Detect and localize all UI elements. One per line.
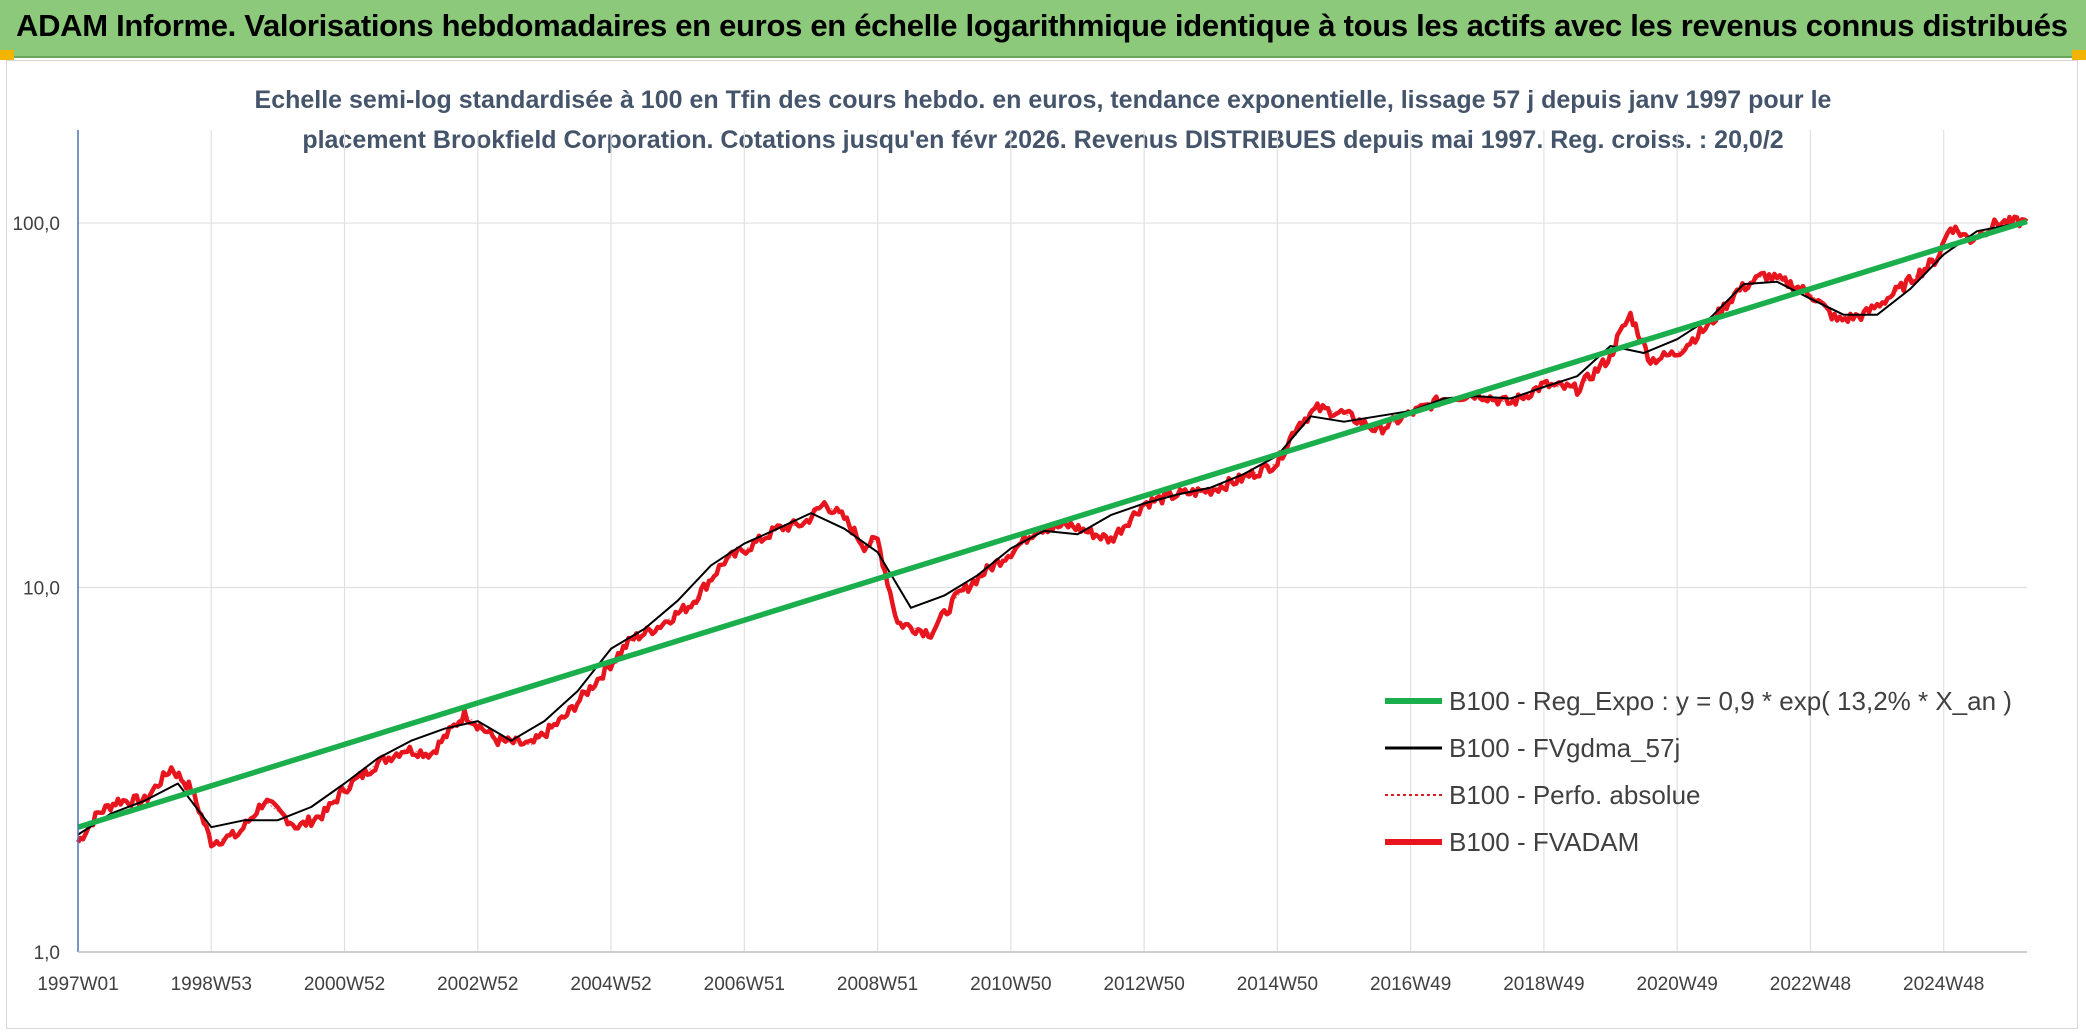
y-tick-label: 10,0 [23,579,60,600]
x-tick-label: 2020W49 [1637,974,1718,995]
y-tick-label: 1,0 [34,943,60,964]
corner-marker-left [0,50,14,60]
x-tick-label: 2006W51 [704,974,785,995]
x-tick-label: 2000W52 [304,974,385,995]
corner-marker-right [2072,50,2086,60]
x-tick-label: 1998W53 [171,974,252,995]
header-banner: ADAM Informe. Valorisations hebdomadaire… [0,0,2086,58]
chart-subtitle-line-2: placement Brookfield Corporation. Cotati… [302,126,1784,154]
x-tick-label: 2024W48 [1903,974,1984,995]
legend-label-regression: B100 - Reg_Expo : y = 0,9 * exp( 13,2% *… [1449,686,2012,716]
y-tick-label: 100,0 [12,214,60,235]
series-fvgdma-57j [77,220,2028,836]
chart-subtitle-line-1: Echelle semi-log standardisée à 100 en T… [254,86,1832,114]
gridlines [77,130,2027,953]
x-tick-label: 2010W50 [970,974,1051,995]
axes: 1997W01 1998W53 2000W52 2002W52 2004W52 2006W… [12,130,2027,995]
legend-label-perfo: B100 - Perfo. absolue [1449,780,1701,810]
x-tick-label: 2022W48 [1770,974,1851,995]
x-tick-label: 2008W51 [837,974,918,995]
series-layer [76,214,2029,849]
x-tick-label: 2004W52 [570,974,651,995]
x-tick-label: 1997W01 [37,974,118,995]
x-tick-label: 2016W49 [1370,974,1451,995]
x-tick-label: 2002W52 [437,974,518,995]
page-title: ADAM Informe. Valorisations hebdomadaire… [16,8,2068,43]
x-tick-label: 2012W50 [1103,974,1184,995]
legend-label-smoothed: B100 - FVgdma_57j [1449,733,1680,763]
chart-frame [6,60,2078,1029]
x-tick-label: 2018W49 [1503,974,1584,995]
legend: B100 - Reg_Expo : y = 0,9 * exp( 13,2% *… [1385,686,2012,857]
x-tick-label: 2014W50 [1237,974,1318,995]
legend-label-fvadam: B100 - FVADAM [1449,827,1639,857]
series-reg-expo [77,218,2028,830]
